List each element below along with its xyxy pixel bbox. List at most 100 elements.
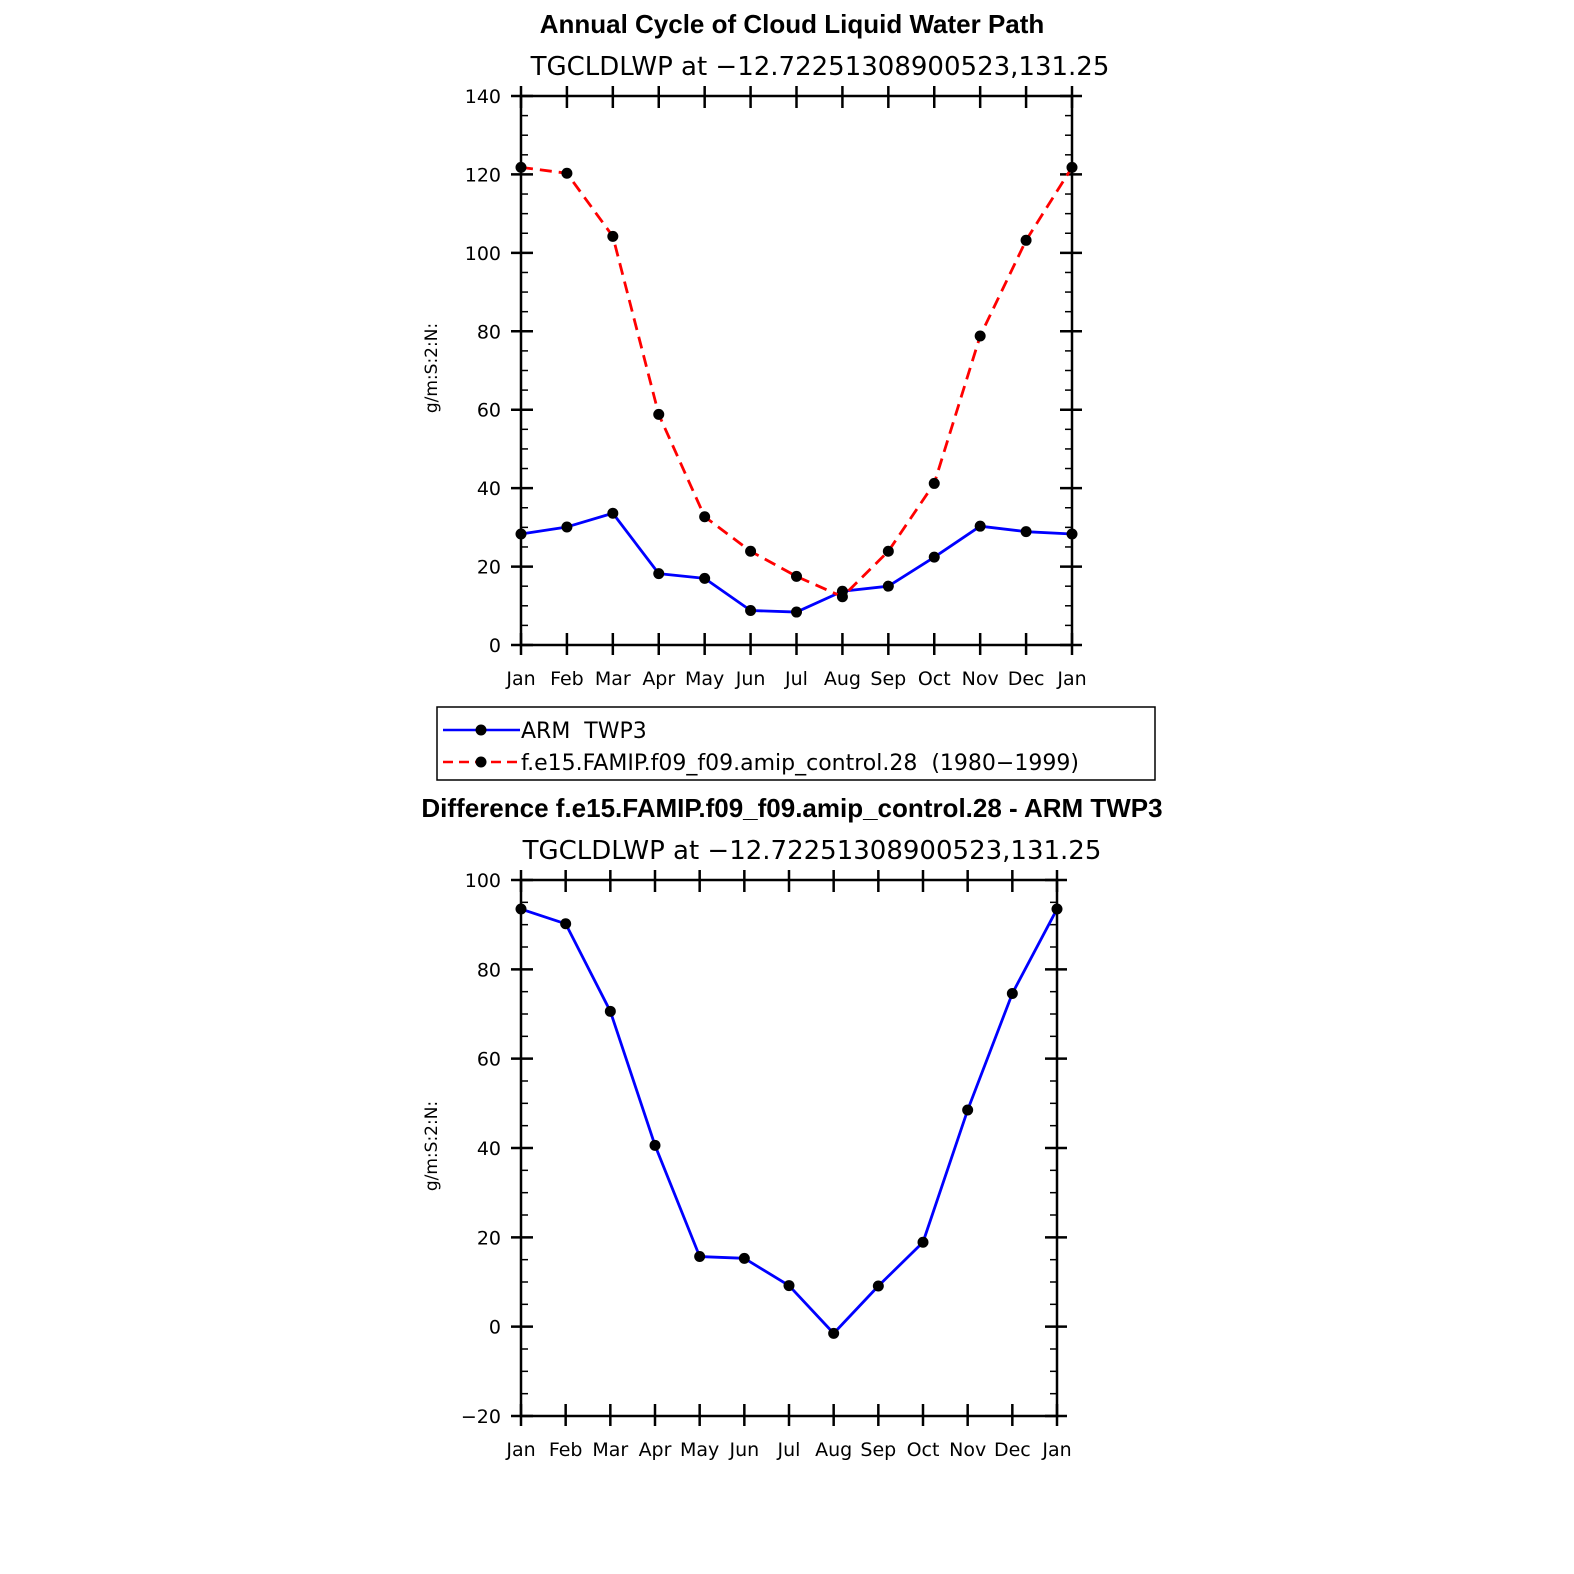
- y-tick-label: 80: [477, 959, 501, 981]
- annual-cycle-chart: Annual Cycle of Cloud Liquid Water Path …: [422, 9, 1109, 690]
- data-point: [561, 167, 573, 179]
- x-tick-label: Jan: [505, 1439, 535, 1461]
- data-point: [607, 507, 619, 519]
- x-tick-label: Nov: [949, 1439, 986, 1461]
- y-tick-label: 40: [477, 1138, 501, 1160]
- data-point: [836, 591, 848, 603]
- data-point: [872, 1280, 884, 1292]
- data-point: [791, 606, 802, 618]
- data-point: [1066, 528, 1078, 540]
- x-tick-label: Apr: [639, 1439, 672, 1461]
- data-point: [560, 918, 572, 930]
- data-point: [1051, 903, 1063, 915]
- data-point: [515, 161, 527, 173]
- series-line-1: [520, 165, 1074, 599]
- data-point: [745, 545, 757, 557]
- data-point: [882, 580, 894, 592]
- plot-frame: [519, 878, 1059, 1418]
- data-point: [928, 551, 940, 563]
- y-tick-label: 40: [477, 478, 501, 500]
- x-tick-label: Jan: [1041, 1439, 1071, 1461]
- y-tick-label: 60: [477, 1049, 501, 1071]
- x-tick-label: Dec: [1008, 668, 1045, 690]
- data-point: [917, 1236, 929, 1248]
- x-tick-label: Jul: [784, 668, 808, 690]
- data-point: [699, 572, 711, 584]
- legend-label-model: f.e15.FAMIP.f09_f09.amip_control.28 (198…: [521, 751, 1079, 776]
- data-point: [653, 408, 665, 420]
- data-point: [561, 521, 573, 533]
- difference-chart: Difference f.e15.FAMIP.f09_f09.amip_cont…: [421, 793, 1162, 1461]
- data-point: [607, 230, 619, 242]
- chart-title: Difference f.e15.FAMIP.f09_f09.amip_cont…: [421, 793, 1162, 823]
- y-tick-label: 80: [477, 321, 501, 343]
- data-point: [1020, 234, 1032, 246]
- data-point: [699, 511, 711, 523]
- series-line-0: [520, 511, 1073, 614]
- x-tick-label: Oct: [907, 1439, 940, 1461]
- y-tick-label: 0: [489, 1317, 501, 1339]
- x-tick-label: Aug: [815, 1439, 852, 1461]
- data-point: [974, 330, 986, 342]
- x-tick-label: Jan: [505, 668, 535, 690]
- plot-area: Jan Feb Mar Apr May Jun Jul Aug Sep Oct Nov Dec Jan−…: [461, 870, 1072, 1461]
- series-line-0: [520, 907, 1059, 1335]
- x-tick-label: Mar: [595, 668, 631, 690]
- legend-marker-model: [475, 756, 487, 768]
- y-tick-label: 60: [477, 400, 501, 422]
- legend-box: [436, 706, 1156, 781]
- x-tick-label: Nov: [962, 668, 999, 690]
- data-point: [1020, 526, 1032, 538]
- data-point: [962, 1104, 974, 1116]
- chart-subtitle: TGCLDLWP at −12.72251308900523,131.25: [522, 836, 1102, 866]
- y-tick-label: 100: [465, 870, 501, 892]
- x-tick-label: Oct: [918, 668, 951, 690]
- x-tick-label: Jul: [777, 1439, 801, 1461]
- plot-area: Jan Feb Mar Apr May Jun Jul Aug Sep Oct Nov Dec Jan0…: [465, 86, 1087, 690]
- x-tick-label: Feb: [549, 1439, 583, 1461]
- y-tick-label: 20: [477, 1227, 501, 1249]
- data-point: [1006, 987, 1018, 999]
- data-point: [783, 1280, 795, 1292]
- x-tick-label: May: [685, 668, 724, 690]
- y-tick-label: 100: [465, 243, 501, 265]
- data-point: [974, 520, 986, 532]
- y-tick-label: −20: [461, 1406, 501, 1428]
- y-tick-label: 20: [477, 557, 501, 579]
- legend-label-arm: ARM TWP3: [521, 719, 647, 744]
- y-tick-label: 140: [465, 86, 501, 108]
- y-tick-label: 120: [465, 164, 501, 186]
- x-tick-label: Jun: [728, 1439, 759, 1461]
- data-point: [791, 570, 802, 582]
- chart-title: Annual Cycle of Cloud Liquid Water Path: [540, 9, 1045, 39]
- x-tick-label: Sep: [860, 1439, 896, 1461]
- y-tick-label: 0: [489, 635, 501, 657]
- x-tick-label: Apr: [642, 668, 675, 690]
- data-point: [604, 1005, 616, 1017]
- x-tick-label: Jan: [1056, 668, 1086, 690]
- x-tick-label: Feb: [550, 668, 584, 690]
- data-point: [653, 568, 665, 580]
- x-tick-label: Dec: [994, 1439, 1031, 1461]
- data-point: [882, 545, 894, 557]
- legend-marker-arm: [475, 724, 487, 736]
- data-point: [928, 477, 940, 489]
- y-axis-label: g/m:S:2:N:: [422, 323, 442, 413]
- data-point: [515, 528, 527, 540]
- data-point: [828, 1327, 840, 1339]
- x-tick-label: Jun: [735, 668, 766, 690]
- data-point: [745, 604, 757, 616]
- data-point: [694, 1251, 706, 1263]
- x-tick-label: Mar: [592, 1439, 628, 1461]
- x-tick-label: May: [680, 1439, 719, 1461]
- x-tick-label: Sep: [870, 668, 906, 690]
- data-point: [738, 1252, 750, 1264]
- chart-subtitle: TGCLDLWP at −12.72251308900523,131.25: [530, 52, 1110, 82]
- plot-frame: [519, 94, 1074, 647]
- data-point: [515, 903, 527, 915]
- data-point: [1066, 161, 1078, 173]
- data-point: [649, 1139, 661, 1151]
- legend: ARM TWP3 f.e15.FAMIP.f09_f09.amip_contro…: [436, 706, 1156, 781]
- x-tick-label: Aug: [824, 668, 861, 690]
